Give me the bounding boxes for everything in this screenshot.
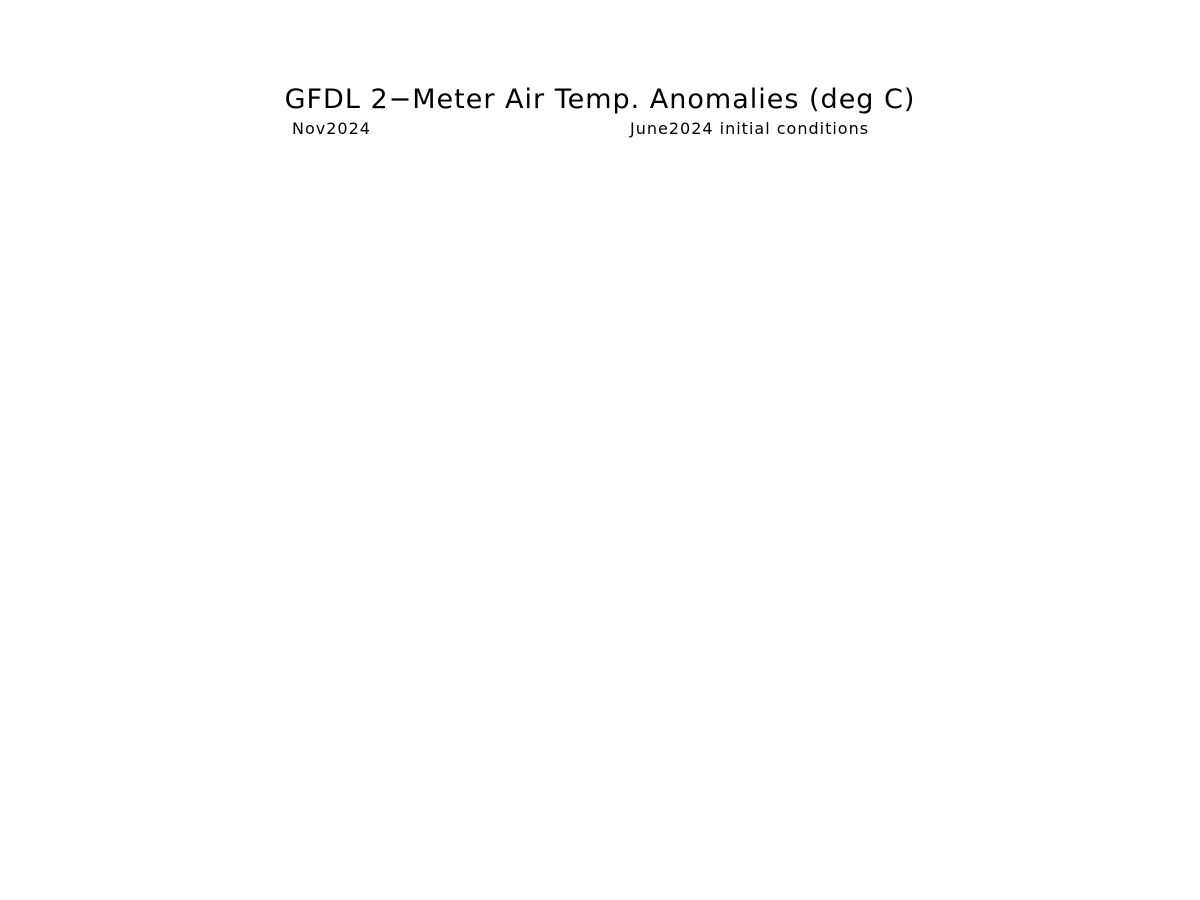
region-central-atlantic (730, 285, 1145, 701)
colorbar-swatch (825, 753, 892, 775)
colorbar-swatch (567, 753, 633, 775)
coast-caribbean-arc (844, 419, 862, 541)
border-venezuela (699, 599, 841, 651)
region-pacific-neutral (53, 530, 679, 701)
colorbar-label: −0.5 (484, 777, 523, 796)
region-central-america-neutral (404, 370, 496, 491)
coast-gulf (339, 239, 501, 407)
colorbar-label: −2 (362, 777, 386, 796)
colorbar-label: −0.25 (543, 777, 592, 796)
region-pacific-cool-core (359, 462, 408, 520)
coast-florida (569, 144, 651, 241)
region-southwest-us-heat (70, 145, 366, 290)
lat-label-eq: EQ (20, 692, 43, 711)
region-caribbean-yellow (409, 296, 564, 411)
colorbar-swatch (179, 753, 246, 775)
region-sa-yellow-patch (640, 534, 691, 640)
colorbar-swatch (631, 753, 698, 775)
coast-cuba (539, 338, 701, 376)
lat-label-30n: 30N (11, 215, 43, 234)
coast-mexico-pacific (79, 159, 611, 581)
region-pacific-nw-yellow (53, 179, 220, 364)
lat-label-20n: 20N (11, 374, 43, 393)
lon-label-120w: 120W (30, 709, 77, 728)
region-equatorial-cool-inner (53, 675, 220, 701)
region-cool-dot (310, 352, 318, 368)
colorbar-label: 4 (950, 777, 960, 796)
map-title: GFDL 2−Meter Air Temp. Anomalies (deg C) (284, 84, 916, 115)
coast-south-america (659, 512, 1011, 702)
colorbar-label: 1 (756, 777, 766, 796)
lat-labels: EQ 10N 20N 30N (11, 215, 43, 711)
region-pacific-cool-mid (334, 459, 417, 536)
colorbar-swatch (308, 753, 375, 775)
coast-hispaniola (689, 390, 781, 409)
colorbar-swatch (890, 753, 956, 775)
region-pacific-yellow-spot (450, 541, 487, 565)
region-guiana-heat (872, 596, 906, 631)
region-caribbean-north (520, 326, 694, 407)
colorbar-swatch (373, 753, 439, 775)
lon-labels: 120W 110W 100W 90W 80W 70W 60W 50W 40W (30, 709, 1163, 728)
lon-label-100w: 100W (303, 709, 350, 728)
lon-label-80w: 80W (581, 709, 617, 728)
colorbar-swatch (437, 753, 504, 775)
colorbar-label: −3 (297, 777, 321, 796)
coast-baja (94, 174, 191, 331)
lon-label-70w: 70W (718, 709, 754, 728)
region-pacific-cool-outer (319, 449, 433, 551)
border-guyana (869, 589, 881, 661)
forecast-month: Nov2024 (292, 119, 371, 138)
coast-central-america (499, 369, 661, 565)
base-fill (53, 145, 1145, 701)
lon-label-40w: 40W (1127, 709, 1163, 728)
colorbar-label: 0.5 (684, 777, 709, 796)
border-us-mexico (99, 179, 341, 246)
colorbar-swatch (502, 753, 569, 775)
lon-label-50w: 50W (991, 709, 1027, 728)
initial-conditions: June2024 initial conditions (630, 119, 870, 138)
coast-us-gulf (339, 219, 596, 301)
colorbar-swatch (696, 753, 762, 775)
border-guatemala (445, 419, 471, 451)
colorbar-swatch (760, 753, 827, 775)
lon-label-60w: 60W (854, 709, 890, 728)
lat-label-10n: 10N (11, 533, 43, 552)
colorbar-label: −1 (427, 777, 451, 796)
border-colombia (699, 540, 761, 691)
graticule (53, 145, 1145, 701)
border-suriname (929, 609, 941, 666)
colorbar-swatch (954, 753, 1021, 775)
region-baja-neutral (95, 244, 180, 346)
map-frame (52, 144, 1146, 702)
region-south-america-orange (740, 529, 1010, 701)
region-us-orange (53, 145, 424, 361)
region-us-orange-east (420, 145, 480, 216)
region-sa-yellow-small (785, 568, 822, 597)
colorbar-label: 3 (886, 777, 896, 796)
colorbar: −4 −3 −2 −1 −0.5 −0.25 0.25 0.5 1 2 3 4 (179, 753, 1021, 796)
colorbar-swatch (244, 753, 310, 775)
colorbar-label: 2 (821, 777, 831, 796)
region-pacific-yellow (53, 380, 620, 701)
lon-label-110w: 110W (167, 709, 214, 728)
colorbar-label: −4 (233, 777, 257, 796)
lon-label-90w: 90W (445, 709, 481, 728)
political-borders (99, 145, 941, 691)
colorbar-label: 0.25 (614, 777, 650, 796)
region-atlantic-yellow-patch (1070, 151, 1145, 191)
region-mexico-neutral (285, 306, 335, 384)
region-equatorial-cool-band (53, 660, 330, 701)
region-atlantic-yellow-band (620, 150, 1145, 370)
coastlines (79, 144, 1011, 702)
region-nw-atlantic-orange (880, 150, 1145, 195)
